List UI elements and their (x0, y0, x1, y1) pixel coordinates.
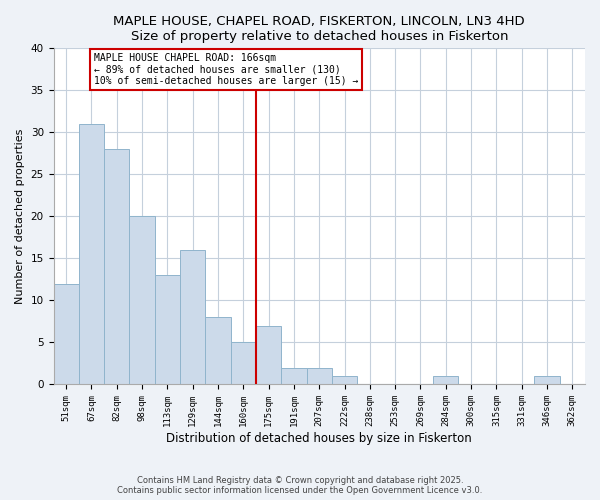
X-axis label: Distribution of detached houses by size in Fiskerton: Distribution of detached houses by size … (166, 432, 472, 445)
Bar (433, 376, 458, 384)
Bar (155, 275, 180, 384)
Bar (104, 149, 130, 384)
Y-axis label: Number of detached properties: Number of detached properties (15, 128, 25, 304)
Text: Contains HM Land Registry data © Crown copyright and database right 2025.
Contai: Contains HM Land Registry data © Crown c… (118, 476, 482, 495)
Bar (535, 376, 560, 384)
Bar (256, 326, 281, 384)
Bar (281, 368, 307, 384)
Bar (230, 342, 256, 384)
Bar (332, 376, 357, 384)
Bar (307, 368, 332, 384)
Bar (79, 124, 104, 384)
Bar (130, 216, 155, 384)
Bar (53, 284, 79, 384)
Bar (205, 317, 230, 384)
Bar (180, 250, 205, 384)
Title: MAPLE HOUSE, CHAPEL ROAD, FISKERTON, LINCOLN, LN3 4HD
Size of property relative : MAPLE HOUSE, CHAPEL ROAD, FISKERTON, LIN… (113, 15, 525, 43)
Text: MAPLE HOUSE CHAPEL ROAD: 166sqm
← 89% of detached houses are smaller (130)
10% o: MAPLE HOUSE CHAPEL ROAD: 166sqm ← 89% of… (94, 52, 358, 86)
